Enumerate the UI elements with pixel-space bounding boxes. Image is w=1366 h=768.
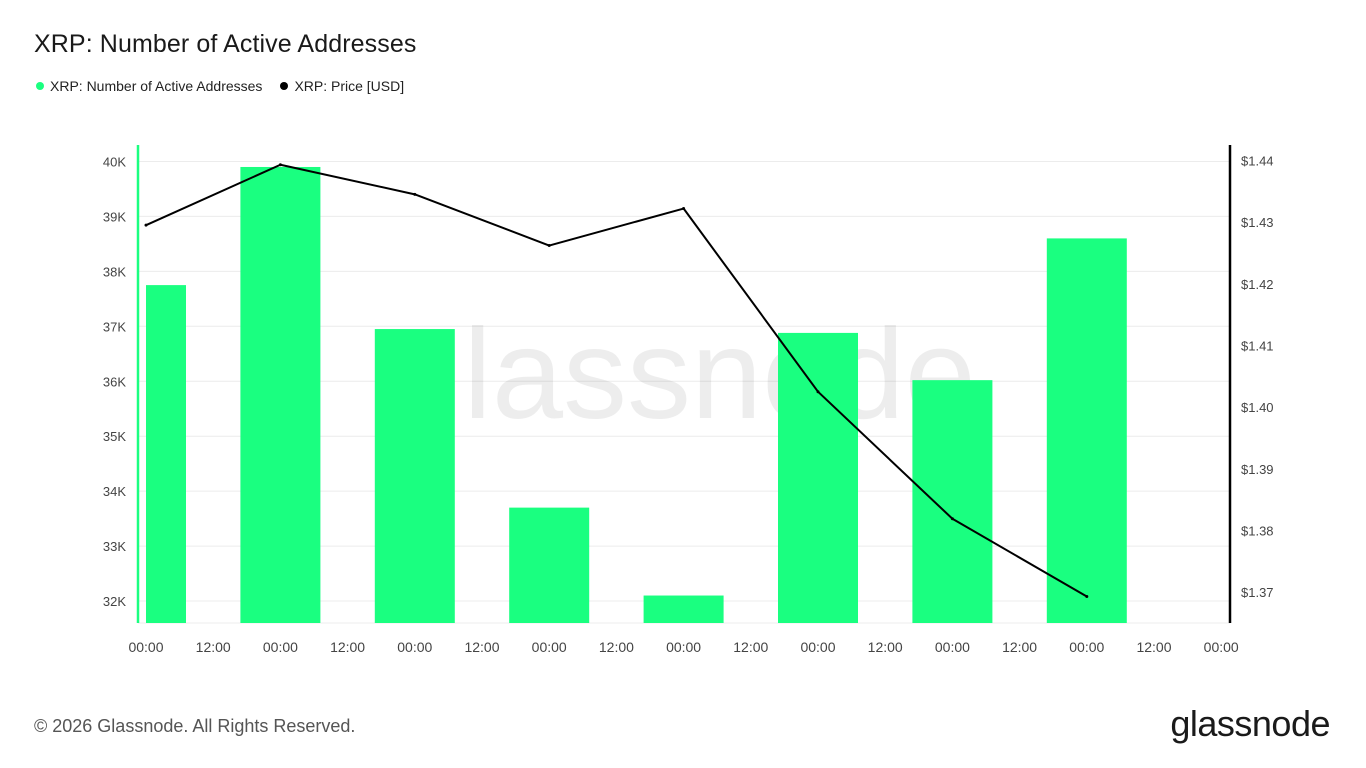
x-tick-label: 12:00 [196,639,231,655]
price-series [144,163,1089,598]
legend-dot-active-addresses [36,82,44,90]
price-point[interactable] [1085,594,1089,598]
right-tick-label: $1.41 [1241,338,1274,353]
legend-dot-price [280,82,289,90]
price-point[interactable] [816,390,820,394]
legend: XRP: Number of Active Addresses XRP: Pri… [36,78,404,94]
bar-active-addresses[interactable] [643,595,724,623]
price-point[interactable] [547,244,551,248]
x-tick-label: 00:00 [128,639,163,655]
x-tick-label: 12:00 [1002,639,1037,655]
left-tick-label: 35K [103,429,126,444]
price-point[interactable] [950,517,954,521]
left-tick-label: 37K [103,319,126,334]
right-tick-label: $1.37 [1241,585,1274,600]
right-tick-label: $1.39 [1241,462,1274,477]
bar-active-addresses[interactable] [240,166,321,624]
left-tick-label: 36K [103,374,126,389]
left-tick-label: 39K [103,209,126,224]
x-tick-label: 12:00 [868,639,903,655]
x-tick-label: 00:00 [1069,639,1104,655]
left-tick-label: 38K [103,264,126,279]
x-tick-label: 12:00 [733,639,768,655]
x-tick-label: 00:00 [800,639,835,655]
chart-area: glassnode 32K 33K 34K 35K 36K 37K 38K 39K 40K $1… [103,145,1274,655]
right-tick-label: $1.38 [1241,523,1274,538]
bar-active-addresses[interactable] [778,332,858,623]
bar-active-addresses[interactable] [374,329,455,623]
price-line[interactable] [145,163,1088,598]
bar-active-addresses[interactable] [509,507,590,623]
x-tick-label: 12:00 [1136,639,1171,655]
right-tick-label: $1.42 [1241,277,1274,292]
x-tick-label: 12:00 [330,639,365,655]
glassnode-logo[interactable]: glassnode [1170,703,1330,744]
left-axis-ticks: 32K 33K 34K 35K 36K 37K 38K 39K 40K [103,154,126,609]
copyright: © 2026 Glassnode. All Rights Reserved. [34,716,356,736]
x-tick-label: 00:00 [666,639,701,655]
legend-label-price: XRP: Price [USD] [294,78,405,94]
right-tick-label: $1.44 [1241,153,1274,168]
axes [136,145,1232,623]
legend-label-active-addresses: XRP: Number of Active Addresses [50,78,263,94]
bar-active-addresses[interactable] [912,380,993,623]
legend-item-active-addresses[interactable]: XRP: Number of Active Addresses [36,78,262,94]
x-axis-ticks: 00:00 12:00 00:00 12:00 00:00 12:00 00:00 12:00… [128,639,1238,655]
price-point[interactable] [682,207,686,211]
x-tick-label: 12:00 [464,639,499,655]
price-point[interactable] [144,223,148,227]
x-tick-label: 00:00 [935,639,970,655]
left-tick-label: 33K [103,539,126,554]
bar-active-addresses[interactable] [1046,238,1127,624]
price-point[interactable] [278,163,282,167]
legend-item-price[interactable]: XRP: Price [USD] [280,78,404,94]
chart-title: XRP: Number of Active Addresses [34,30,417,58]
x-tick-label: 00:00 [263,639,298,655]
watermark: glassnode [392,303,976,446]
x-tick-label: 00:00 [397,639,432,655]
left-tick-label: 34K [103,484,126,499]
price-point[interactable] [413,192,417,196]
x-tick-label: 00:00 [532,639,567,655]
right-tick-label: $1.40 [1241,400,1274,415]
left-tick-label: 40K [103,154,126,169]
bar-series [146,166,1127,624]
right-tick-label: $1.43 [1241,215,1274,230]
bar-active-addresses[interactable] [146,285,186,623]
x-tick-label: 00:00 [1204,639,1239,655]
right-axis-ticks: $1.37 $1.38 $1.39 $1.40 $1.41 $1.42 $1.43 $1.44 [1241,153,1274,600]
left-tick-label: 32K [103,594,126,609]
x-tick-label: 12:00 [599,639,634,655]
